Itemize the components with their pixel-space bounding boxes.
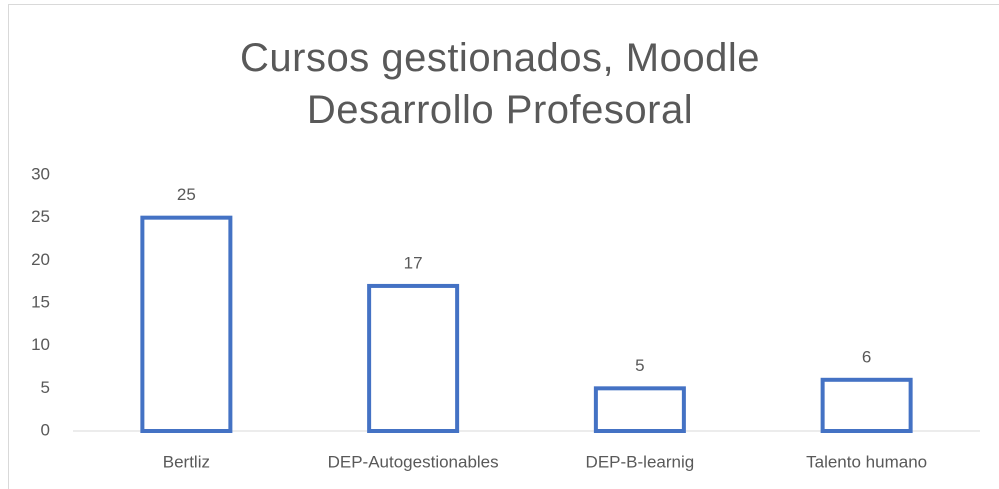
chart-title: Cursos gestionados, Moodle Desarrollo Pr…: [240, 36, 760, 132]
bar: [140, 215, 233, 433]
y-tick-label: 0: [41, 420, 50, 439]
x-tick-label: Bertliz: [163, 452, 210, 471]
bar: [593, 386, 686, 434]
y-tick-label: 20: [31, 250, 50, 269]
data-label: 5: [635, 356, 644, 375]
y-tick-label: 10: [31, 335, 50, 354]
y-tick-label: 5: [41, 378, 50, 397]
x-tick-label: DEP-Autogestionables: [328, 452, 499, 471]
bar: [367, 283, 460, 433]
y-tick-label: 30: [31, 164, 50, 183]
data-label: 25: [177, 185, 196, 204]
y-tick-label: 15: [31, 292, 50, 311]
x-tick-label: Talento humano: [806, 452, 927, 471]
chart-border: [8, 4, 999, 489]
y-tick-label: 25: [31, 207, 50, 226]
bar: [820, 377, 913, 433]
data-label: 6: [862, 347, 871, 366]
data-label: 17: [404, 253, 423, 272]
x-tick-label: DEP-B-learnig: [586, 452, 695, 471]
